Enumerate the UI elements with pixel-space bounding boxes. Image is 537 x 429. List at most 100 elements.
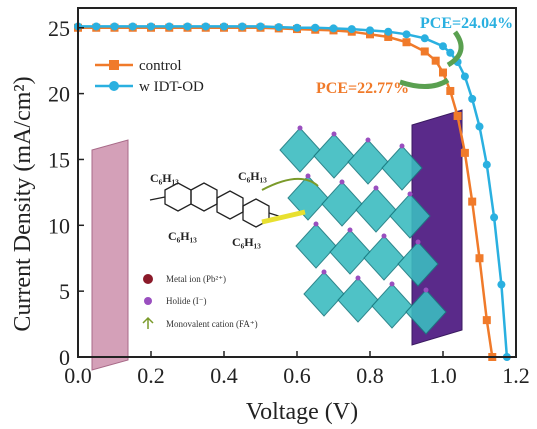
data-point-series-1 <box>497 280 506 289</box>
octahedron <box>397 241 439 287</box>
data-point-series-1 <box>183 22 192 31</box>
y-axis-title: Current Density (mA/cm²) <box>10 76 36 331</box>
octahedron <box>355 187 397 233</box>
pce-arrow-orange <box>399 77 450 89</box>
x-axis-title: Voltage (V) <box>246 399 358 425</box>
data-point-series-0 <box>439 68 447 77</box>
x-tick-label: 0.8 <box>356 363 384 388</box>
octahedron <box>303 271 345 317</box>
y-tick-label: 10 <box>48 213 70 238</box>
binding-arrow <box>261 209 306 225</box>
halide-atom <box>321 269 327 275</box>
data-point-series-0 <box>475 254 484 263</box>
halide-atom <box>381 233 387 239</box>
key-metal-ion: Metal ion (Pb²⁺) <box>166 274 226 284</box>
data-point-series-1 <box>490 213 499 222</box>
halide-atom <box>305 173 311 179</box>
data-point-series-1 <box>460 72 469 81</box>
halide-atom <box>355 275 361 281</box>
legend-marker-control <box>109 60 119 70</box>
x-tick-label: 0.4 <box>210 363 238 388</box>
octahedron <box>381 145 423 191</box>
data-point-series-1 <box>128 22 137 31</box>
data-point-series-0 <box>384 32 393 41</box>
data-point-series-0 <box>482 316 491 325</box>
y-tick-label: 25 <box>48 16 70 41</box>
halide-atom <box>407 191 413 197</box>
data-point-series-1 <box>165 22 174 31</box>
pce-annotation-wIDT: PCE=24.04% <box>420 15 513 32</box>
molecule-label-bottom-right: C₆H₁₃ <box>232 235 261 249</box>
data-point-series-1 <box>274 23 283 32</box>
data-point-series-1 <box>110 22 119 31</box>
data-point-series-1 <box>256 22 265 31</box>
halide-atom <box>389 281 395 287</box>
octahedron <box>321 181 363 227</box>
octahedron <box>389 193 431 239</box>
legend-label-control: control <box>139 58 182 74</box>
octahedron <box>405 289 447 335</box>
octahedron <box>337 277 379 323</box>
molecule-label-bottom-left: C₆H₁₃ <box>168 229 197 243</box>
x-axis-ticks: 0.0 0.2 0.4 0.6 0.8 1.0 1.2 <box>64 351 530 388</box>
y-tick-label: 0 <box>59 345 70 370</box>
data-point-series-1 <box>468 94 477 103</box>
data-point-series-0 <box>468 197 477 206</box>
y-axis-ticks: 0 5 10 15 20 25 <box>48 16 84 370</box>
data-point-series-0 <box>431 56 440 65</box>
data-point-series-1 <box>147 22 155 31</box>
data-point-series-1 <box>311 23 320 32</box>
data-point-series-0 <box>460 148 469 157</box>
data-point-series-1 <box>293 23 301 32</box>
halide-atom <box>339 179 345 185</box>
x-tick-label: 0.6 <box>283 363 311 388</box>
key-halide: Holide (I⁻) <box>166 296 207 306</box>
data-point-series-1 <box>366 26 374 35</box>
data-point-series-1 <box>347 25 356 34</box>
legend-label-wIDT: w IDT-OD <box>139 79 204 95</box>
data-point-series-1 <box>439 42 447 51</box>
x-tick-label: 0.2 <box>137 363 165 388</box>
x-tick-label: 1.0 <box>429 363 457 388</box>
perovskite-inset-illustration: C₆H₁₃ C₆H₁₃ C₆H₁₃ C₆H₁₃ Metal ion (Pb²⁺)… <box>91 109 463 371</box>
halide-atom <box>313 221 319 227</box>
data-point-series-1 <box>220 22 228 31</box>
y-tick-label: 20 <box>48 82 70 107</box>
octahedron <box>371 283 413 329</box>
cation-marker <box>142 316 154 329</box>
y-tick-label: 5 <box>59 279 70 304</box>
data-point-series-1 <box>402 30 411 39</box>
data-point-series-0 <box>453 111 462 120</box>
data-point-series-0 <box>420 47 429 56</box>
halide-atom <box>347 227 353 233</box>
octahedron <box>363 235 405 281</box>
data-point-series-1 <box>482 160 491 169</box>
halide-atom <box>399 143 405 149</box>
key-cation: Monovalent cation (FA⁺) <box>166 319 258 329</box>
data-point-series-1 <box>238 22 247 31</box>
data-point-series-1 <box>329 24 338 33</box>
octahedron <box>295 223 337 269</box>
halide-atom <box>423 287 429 293</box>
halide-atom <box>331 131 337 137</box>
data-point-series-0 <box>446 86 455 95</box>
y-tick-label: 15 <box>48 147 70 172</box>
x-tick-label: 1.2 <box>502 363 530 388</box>
data-point-series-1 <box>475 122 484 131</box>
data-point-series-1 <box>420 34 429 43</box>
octahedron <box>279 127 321 173</box>
inset-legend-key: Metal ion (Pb²⁺) Holide (I⁻) Monovalent … <box>142 274 258 329</box>
halide-atom <box>365 137 371 143</box>
octahedron <box>329 229 371 275</box>
halide-atom <box>415 239 421 245</box>
perovskite-octahedra-lattice <box>279 125 447 335</box>
interaction-arrow <box>261 178 319 191</box>
data-point-series-1 <box>446 48 455 57</box>
halide-atom <box>297 125 303 131</box>
metal-ion-marker <box>143 274 153 284</box>
series-layer <box>74 22 511 361</box>
data-point-series-0 <box>402 38 411 47</box>
molecule-label-left: C₆H₁₃ <box>150 171 179 185</box>
halide-atom <box>373 185 379 191</box>
legend: control w IDT-OD <box>95 58 204 95</box>
